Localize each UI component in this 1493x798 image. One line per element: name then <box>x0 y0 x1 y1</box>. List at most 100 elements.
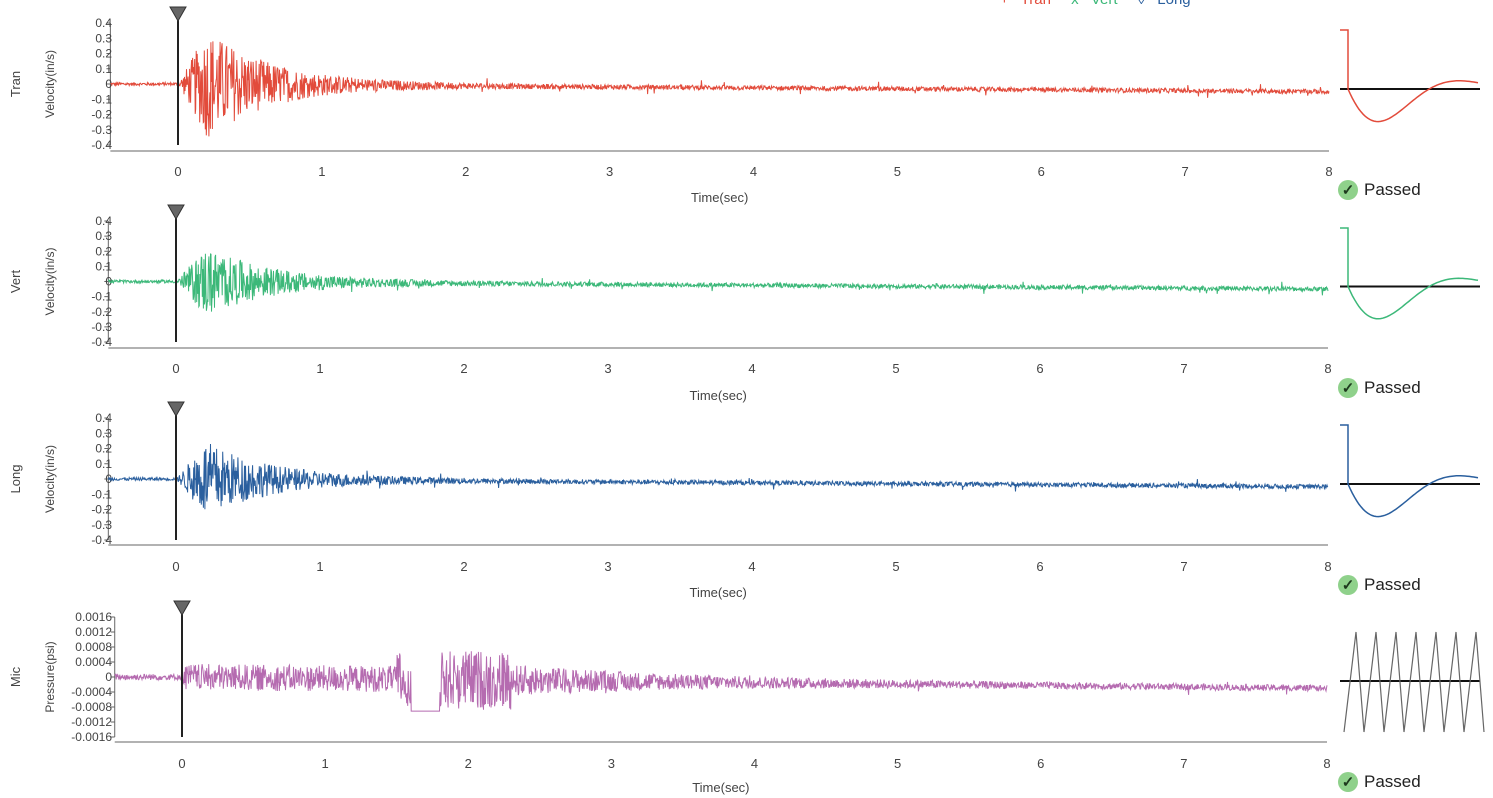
chart-legend: + Tran x Vert ◊ Long <box>1000 0 1207 8</box>
y-tick-label: 0.4 <box>95 214 112 228</box>
y-tick-label: -0.0012 <box>71 715 112 729</box>
trigger-marker-icon <box>167 401 185 418</box>
y-tick-label: -0.3 <box>91 518 112 532</box>
status-vert: ✓ Passed <box>1338 376 1421 400</box>
y-tick-label: -0.0016 <box>71 730 112 744</box>
x-tick-label: 2 <box>460 559 467 574</box>
x-tick-label: 4 <box>750 164 757 179</box>
x-tick-label: 3 <box>604 559 611 574</box>
x-axis-title: Time(sec) <box>690 388 747 403</box>
x-axis-title: Time(sec) <box>692 780 749 795</box>
x-tick-label: 4 <box>748 361 755 376</box>
x-tick-label: 2 <box>465 756 472 771</box>
waveform-trace <box>107 443 1329 510</box>
trigger-marker-icon <box>169 6 187 23</box>
channel-label: Vert <box>8 270 23 294</box>
y-axis-title: Velocity(in/s) <box>43 445 57 513</box>
x-tick-label: 3 <box>608 756 615 771</box>
y-axis-title: Pressure(psi) <box>43 641 57 712</box>
waveform-trace <box>114 651 1328 712</box>
y-tick-label: 0.0008 <box>75 640 112 654</box>
y-tick-label: -0.1 <box>91 290 112 304</box>
x-tick-label: 5 <box>892 559 899 574</box>
x-tick-label: 0 <box>178 756 185 771</box>
y-tick-label: -0.4 <box>91 335 112 349</box>
x-tick-label: 7 <box>1182 164 1189 179</box>
x-tick-label: 8 <box>1324 361 1331 376</box>
check-icon: ✓ <box>1338 772 1358 792</box>
x-tick-label: 7 <box>1180 559 1187 574</box>
y-tick-label: 0.3 <box>95 229 112 243</box>
x-tick-label: 8 <box>1324 559 1331 574</box>
legend-item-tran: + Tran <box>1000 0 1059 8</box>
y-tick-label: -0.2 <box>91 108 112 122</box>
waveform-trace <box>110 41 1330 137</box>
status-long: ✓ Passed <box>1338 573 1421 597</box>
x-tick-label: 5 <box>894 164 901 179</box>
check-icon: ✓ <box>1338 575 1358 595</box>
x-tick-label: 1 <box>316 361 323 376</box>
x-tick-label: 0 <box>172 559 179 574</box>
x-tick-label: 3 <box>604 361 611 376</box>
y-tick-label: 0.3 <box>95 426 112 440</box>
calibration-pulse-trace <box>1340 29 1479 123</box>
x-tick-label: 4 <box>751 756 758 771</box>
x-tick-label: 1 <box>322 756 329 771</box>
y-axis-title: Velocity(in/s) <box>43 247 57 315</box>
y-axis-title: Velocity(in/s) <box>43 50 57 118</box>
x-tick-label: 1 <box>318 164 325 179</box>
x-tick-label: 0 <box>174 164 181 179</box>
check-icon: ✓ <box>1338 378 1358 398</box>
y-tick-label: -0.2 <box>91 305 112 319</box>
status-mic: ✓ Passed <box>1338 770 1421 794</box>
x-tick-label: 2 <box>462 164 469 179</box>
status-text: Passed <box>1364 772 1421 791</box>
x-tick-label: 6 <box>1036 361 1043 376</box>
x-tick-label: 6 <box>1036 559 1043 574</box>
channel-label: Mic <box>8 666 23 687</box>
y-tick-label: 0 <box>105 670 112 684</box>
x-tick-label: 5 <box>892 361 899 376</box>
x-tick-label: 5 <box>894 756 901 771</box>
calibration-pulse-trace <box>1340 227 1479 320</box>
y-tick-label: 0.2 <box>95 47 112 61</box>
status-text: Passed <box>1364 378 1421 397</box>
y-tick-label: -0.1 <box>91 92 112 106</box>
calibration-pulse-trace <box>1343 631 1485 733</box>
x-tick-label: 7 <box>1180 361 1187 376</box>
y-tick-label: -0.2 <box>91 503 112 517</box>
check-icon: ✓ <box>1338 180 1358 200</box>
y-tick-label: 0.1 <box>95 62 112 76</box>
x-tick-label: 8 <box>1325 164 1332 179</box>
x-axis-title: Time(sec) <box>691 190 748 205</box>
legend-item-long: ◊ Long <box>1138 0 1199 8</box>
y-tick-label: 0.1 <box>95 457 112 471</box>
y-tick-label: -0.3 <box>91 320 112 334</box>
y-tick-label: -0.4 <box>91 138 112 152</box>
channel-label: Tran <box>8 71 23 97</box>
x-tick-label: 7 <box>1180 756 1187 771</box>
channel-label: Long <box>8 465 23 494</box>
calibration-pulse-trace <box>1340 424 1479 518</box>
x-tick-label: 1 <box>316 559 323 574</box>
y-tick-label: 0.0004 <box>75 655 112 669</box>
trigger-marker-icon <box>173 600 191 617</box>
x-axis-title: Time(sec) <box>690 585 747 600</box>
legend-item-vert: x Vert <box>1071 0 1125 8</box>
y-tick-label: -0.0004 <box>71 685 112 699</box>
y-tick-label: 0.3 <box>95 31 112 45</box>
y-tick-label: -0.4 <box>91 533 112 547</box>
y-tick-label: 0.0016 <box>75 610 112 624</box>
waveform-trace <box>107 253 1329 312</box>
y-tick-label: 0.2 <box>95 244 112 258</box>
x-tick-label: 8 <box>1323 756 1330 771</box>
x-tick-label: 2 <box>460 361 467 376</box>
y-tick-label: 0.4 <box>95 411 112 425</box>
y-tick-label: 0.2 <box>95 442 112 456</box>
x-tick-label: 6 <box>1038 164 1045 179</box>
status-tran: ✓ Passed <box>1338 178 1421 202</box>
trigger-marker-icon <box>167 204 185 221</box>
y-tick-label: 0.1 <box>95 259 112 273</box>
y-tick-label: 0 <box>105 77 112 91</box>
